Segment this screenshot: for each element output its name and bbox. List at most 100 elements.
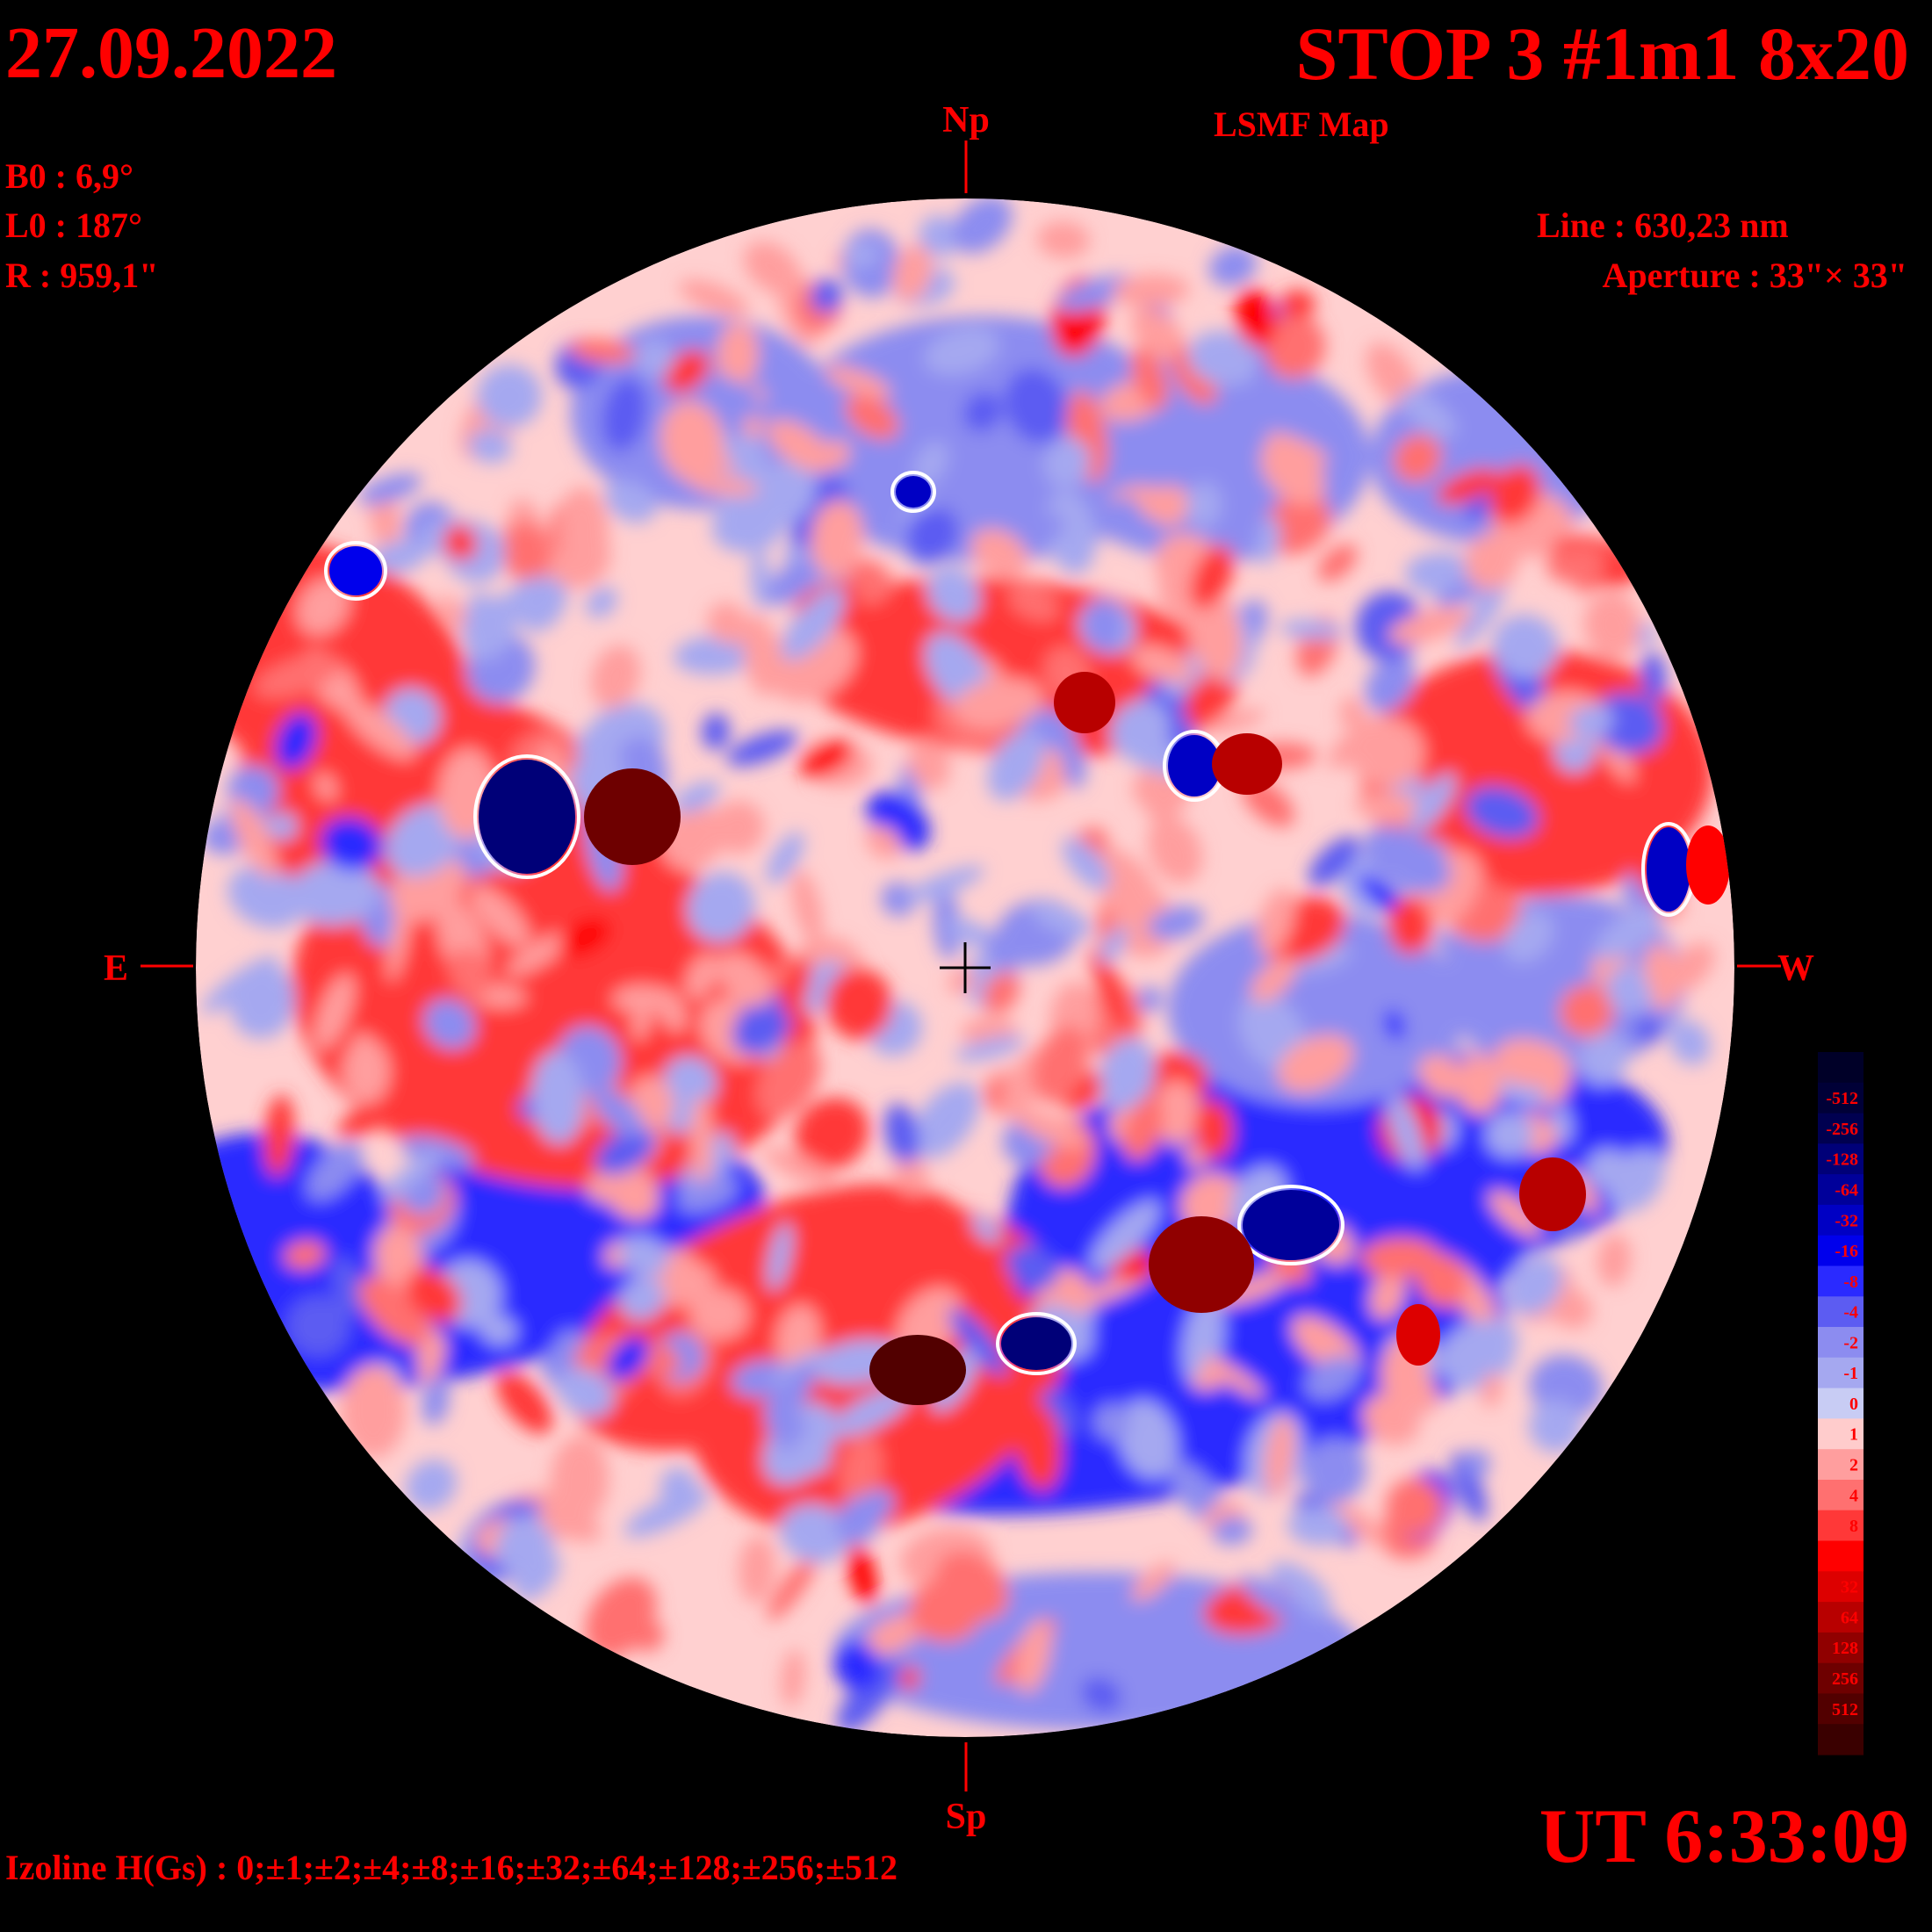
negative-patch bbox=[606, 1336, 650, 1381]
positive-sunspot bbox=[869, 1335, 966, 1405]
legend-swatch bbox=[1818, 1113, 1864, 1144]
aperture-value: Aperture : 33"× 33" bbox=[1602, 256, 1907, 295]
positive-patch bbox=[1130, 347, 1169, 410]
negative-patch bbox=[810, 278, 843, 314]
sunspot-contour bbox=[473, 754, 580, 879]
negative-patch bbox=[1062, 741, 1086, 789]
negative-patch bbox=[767, 1222, 793, 1292]
positive-patch bbox=[892, 244, 933, 302]
negative-patch bbox=[904, 866, 984, 903]
legend-label: 64 bbox=[1841, 1608, 1858, 1627]
negative-patch bbox=[973, 1683, 1059, 1707]
positive-patch bbox=[1354, 791, 1430, 825]
positive-patch bbox=[631, 998, 652, 1042]
positive-patch bbox=[781, 1649, 805, 1707]
positive-patch bbox=[1207, 709, 1265, 733]
positive-patch bbox=[864, 1613, 924, 1655]
negative-patch bbox=[833, 1640, 881, 1691]
positive-patch bbox=[799, 739, 854, 778]
positive-patch bbox=[1489, 464, 1541, 525]
positive-patch bbox=[893, 1153, 928, 1195]
negative-patch bbox=[1505, 1256, 1563, 1316]
negative-patch bbox=[1455, 580, 1508, 649]
negative-patch bbox=[1633, 1015, 1663, 1043]
legend-label: -4 bbox=[1843, 1303, 1858, 1323]
positive-patch bbox=[1263, 314, 1326, 379]
negative-patch bbox=[924, 328, 999, 375]
positive-patch bbox=[1131, 1561, 1175, 1602]
positive-patch bbox=[1597, 1234, 1632, 1287]
universal-time: UT 6:33:09 bbox=[1539, 1794, 1909, 1879]
south-pole-label: Sp bbox=[946, 1797, 987, 1837]
positive-patch bbox=[1193, 1099, 1234, 1159]
positive-patch bbox=[1267, 432, 1329, 464]
legend-swatch bbox=[1818, 1235, 1864, 1267]
negative-patch bbox=[306, 1142, 363, 1201]
positive-patch bbox=[1481, 1371, 1503, 1408]
positive-patch bbox=[1147, 816, 1203, 884]
positive-patch bbox=[717, 952, 773, 1006]
negative-patch bbox=[955, 1035, 1025, 1062]
positive-sunspot bbox=[584, 768, 681, 865]
positive-patch bbox=[1032, 1026, 1090, 1103]
positive-patch bbox=[1436, 468, 1499, 505]
positive-patch bbox=[1263, 494, 1331, 555]
positive-patch bbox=[1015, 1618, 1052, 1694]
positive-patch bbox=[1335, 1502, 1388, 1547]
positive-sunspot bbox=[1149, 1216, 1254, 1313]
negative-patch bbox=[750, 548, 771, 609]
positive-patch bbox=[551, 1474, 581, 1497]
negative-patch bbox=[716, 436, 768, 518]
negative-sunspot bbox=[329, 546, 382, 595]
negative-patch bbox=[945, 919, 998, 948]
negative-patch bbox=[1045, 490, 1096, 574]
negative-patch bbox=[227, 865, 305, 928]
positive-patch bbox=[1583, 592, 1641, 659]
negative-patch bbox=[406, 1459, 457, 1511]
negative-patch bbox=[836, 1658, 901, 1734]
negative-patch bbox=[465, 595, 517, 660]
negative-patch bbox=[494, 1515, 554, 1575]
positive-patch bbox=[602, 1164, 660, 1221]
positive-patch bbox=[767, 1554, 818, 1621]
negative-patch bbox=[618, 1234, 669, 1278]
negative-patch bbox=[422, 1378, 450, 1425]
positive-patch bbox=[743, 615, 778, 694]
negative-patch bbox=[884, 1103, 919, 1164]
positive-patch bbox=[909, 1578, 983, 1643]
positive-patch bbox=[707, 602, 749, 645]
negative-patch bbox=[674, 635, 756, 675]
negative-patch bbox=[1363, 826, 1451, 893]
negative-patch bbox=[701, 713, 731, 750]
positive-patch bbox=[1643, 943, 1678, 998]
negative-patch bbox=[1304, 1355, 1360, 1401]
positive-patch bbox=[663, 349, 710, 394]
negative-patch bbox=[1245, 1308, 1287, 1382]
positive-patch bbox=[469, 885, 530, 947]
negative-patch bbox=[1434, 929, 1478, 970]
positive-patch bbox=[1013, 1108, 1087, 1149]
negative-patch bbox=[1269, 1561, 1332, 1618]
negative-patch bbox=[1308, 836, 1360, 887]
positive-patch bbox=[1280, 289, 1316, 319]
negative-patch bbox=[331, 1256, 363, 1317]
negative-patch bbox=[926, 566, 981, 623]
positive-patch bbox=[1014, 1400, 1062, 1491]
radius-value: R : 959,1" bbox=[5, 256, 158, 295]
negative-patch bbox=[1147, 905, 1205, 941]
negative-patch bbox=[1640, 652, 1667, 703]
positive-patch bbox=[1493, 1038, 1563, 1087]
negative-patch bbox=[765, 1363, 816, 1430]
positive-patch bbox=[743, 242, 801, 294]
negative-patch bbox=[1239, 1575, 1313, 1627]
negative-patch bbox=[1462, 1450, 1490, 1478]
negative-patch bbox=[618, 1277, 666, 1321]
positive-patch bbox=[683, 451, 736, 472]
negative-patch bbox=[1409, 773, 1457, 833]
positive-patch bbox=[1455, 1054, 1503, 1115]
negative-patch bbox=[1606, 964, 1655, 1013]
negative-patch bbox=[290, 860, 379, 926]
negative-patch bbox=[912, 1082, 980, 1159]
negative-patch bbox=[385, 804, 464, 877]
positive-patch bbox=[254, 654, 342, 698]
